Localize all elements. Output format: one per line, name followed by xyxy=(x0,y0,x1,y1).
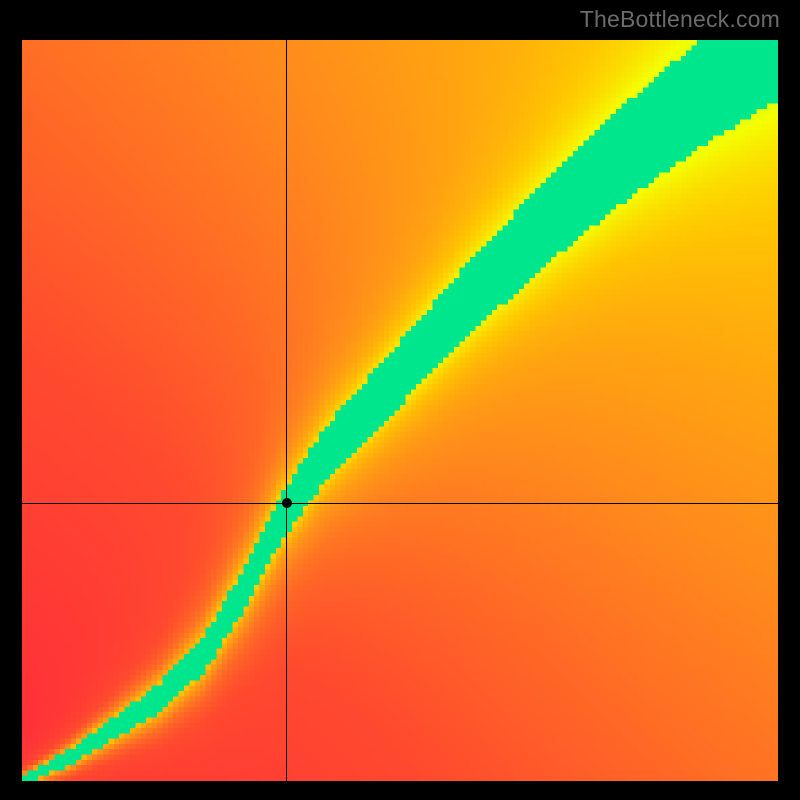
heatmap-canvas xyxy=(22,40,778,781)
crosshair-marker xyxy=(282,498,292,508)
crosshair-vertical xyxy=(286,40,287,781)
watermark-text: TheBottleneck.com xyxy=(580,6,780,33)
heatmap-chart xyxy=(22,40,778,781)
stage: TheBottleneck.com xyxy=(0,0,800,800)
crosshair-horizontal xyxy=(22,503,778,504)
